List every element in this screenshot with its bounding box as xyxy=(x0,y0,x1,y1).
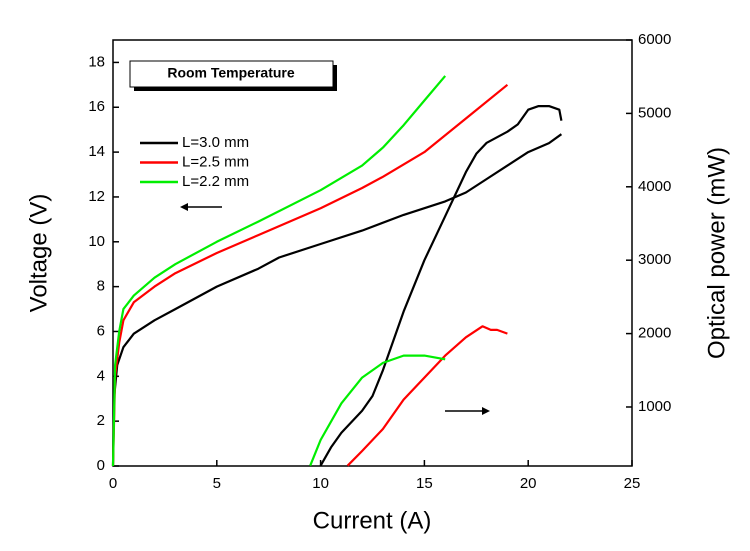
series-line xyxy=(309,354,446,467)
series-line xyxy=(111,83,509,467)
x-tick-label: 5 xyxy=(213,475,221,492)
legend-label: L=3.0 mm xyxy=(182,134,249,151)
x-tick-label: 0 xyxy=(109,475,117,492)
y-tick-label: 6 xyxy=(97,322,105,339)
legend-label: L=2.2 mm xyxy=(182,173,249,190)
x-tick-label: 10 xyxy=(312,475,329,492)
y2-tick-label: 2000 xyxy=(638,325,671,342)
x-axis-label: Current (A) xyxy=(313,507,432,534)
arrow-left xyxy=(180,203,222,211)
y2-tick-label: 3000 xyxy=(638,251,671,268)
series-line xyxy=(319,105,563,467)
y2-tick-label: 4000 xyxy=(638,178,671,195)
plot-frame xyxy=(112,39,633,467)
legend-label: L=2.5 mm xyxy=(182,153,249,170)
y2-tick-label: 6000 xyxy=(638,31,671,48)
annotation: Room Temperature xyxy=(167,65,295,81)
y-axis-label: Voltage (V) xyxy=(25,194,52,313)
y-tick-label: 12 xyxy=(88,188,105,205)
arrow-right xyxy=(445,407,490,415)
x-tick-label: 15 xyxy=(416,475,433,492)
series-line xyxy=(111,133,563,467)
series-line xyxy=(346,325,508,467)
x-tick-label: 25 xyxy=(624,475,641,492)
y-tick-label: 2 xyxy=(97,412,105,429)
y2-tick-label: 1000 xyxy=(638,398,671,415)
y-tick-label: 14 xyxy=(88,143,105,160)
annotation-box xyxy=(129,60,334,88)
y-tick-label: 8 xyxy=(97,278,105,295)
y-tick-label: 18 xyxy=(88,53,105,70)
y2-tick-label: 5000 xyxy=(638,104,671,121)
y-tick-label: 0 xyxy=(97,457,105,474)
x-tick-label: 20 xyxy=(520,475,537,492)
y-tick-label: 16 xyxy=(88,98,105,115)
series-line xyxy=(111,75,447,467)
y-tick-label: 10 xyxy=(88,233,105,250)
y2-axis-label: Optical power (mW) xyxy=(703,147,730,359)
y-tick-label: 4 xyxy=(97,367,105,384)
